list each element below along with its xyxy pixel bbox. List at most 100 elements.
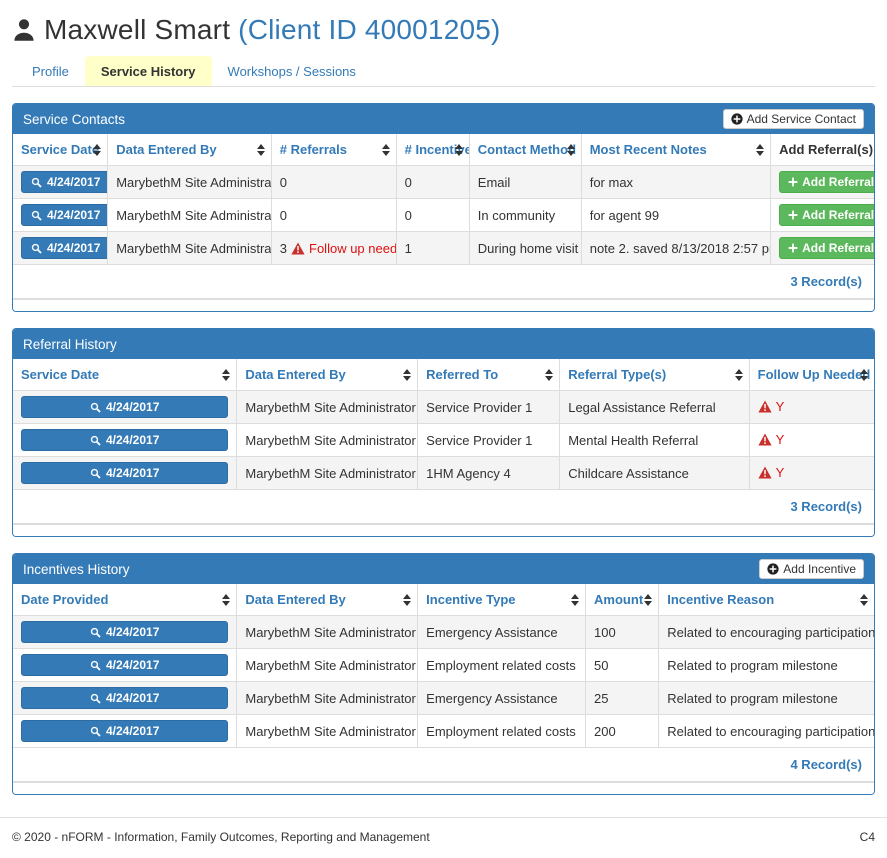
record-count: 3 Record(s) [13, 489, 874, 524]
col-label: Incentive Reason [667, 592, 775, 607]
referral-types: Legal Assistance Referral [559, 390, 750, 424]
col-service-date[interactable]: Service Date [13, 359, 238, 391]
incentives-history-title: Incentives History [23, 561, 130, 577]
sort-icon[interactable] [545, 368, 554, 381]
entered-by: MarybethM Site Administrator [236, 681, 419, 715]
tab-profile[interactable]: Profile [32, 64, 69, 79]
sort-icon[interactable] [403, 593, 412, 606]
col-data-entered-by[interactable]: Data Entered By [236, 359, 419, 391]
col-most-recent-notes[interactable]: Most Recent Notes [580, 134, 772, 166]
view-service-date-button[interactable]: 4/24/2017 [21, 171, 107, 193]
panel-bottom-padding [13, 524, 874, 536]
incentive-type: Emergency Assistance [417, 615, 587, 649]
col-service-date[interactable]: Service Date [13, 134, 109, 166]
date-provided: 4/24/2017 [105, 658, 160, 672]
view-referral-date-button[interactable]: 4/24/2017 [21, 462, 229, 484]
tab-bar: Profile Service History Workshops / Sess… [12, 56, 875, 87]
sort-icon[interactable] [256, 143, 265, 156]
col-num-referrals[interactable]: # Referrals [270, 134, 397, 166]
sort-icon[interactable] [734, 368, 743, 381]
add-referral-button[interactable]: Add Referral [779, 171, 874, 193]
record-count: 4 Record(s) [13, 747, 874, 782]
incentive-reason: Related to program milestone [658, 681, 874, 715]
sort-icon[interactable] [756, 143, 765, 156]
col-data-entered-by[interactable]: Data Entered By [107, 134, 272, 166]
view-incentive-date-button[interactable]: 4/24/2017 [21, 720, 229, 742]
add-referral-label: Add Referral [802, 208, 874, 222]
col-label: Incentive Type [426, 592, 516, 607]
sort-icon[interactable] [860, 593, 868, 606]
sort-icon[interactable] [93, 143, 102, 156]
col-label: Referred To [426, 367, 499, 382]
entered-by: MarybethM Site Administrator [107, 231, 272, 265]
view-incentive-date-button[interactable]: 4/24/2017 [21, 621, 229, 643]
col-label: Follow Up Needed [757, 367, 871, 382]
entered-by: MarybethM Site Administrator [236, 423, 419, 457]
incentive-count: 1 [395, 231, 470, 265]
table-row: 4/24/2017 MarybethM Site Administrator 1… [13, 456, 874, 490]
referred-to: Service Provider 1 [417, 423, 561, 457]
col-follow-up-needed[interactable]: Follow Up Needed [748, 359, 874, 391]
view-incentive-date-button[interactable]: 4/24/2017 [21, 687, 229, 709]
view-service-date-button[interactable]: 4/24/2017 [21, 237, 107, 259]
add-incentive-button[interactable]: Add Incentive [759, 559, 864, 579]
add-referral-label: Add Referral [802, 175, 874, 189]
sort-icon[interactable] [644, 593, 653, 606]
view-referral-date-button[interactable]: 4/24/2017 [21, 429, 229, 451]
sort-icon[interactable] [860, 368, 868, 381]
table-row: 4/24/2017 MarybethM Site Administrator 0… [13, 198, 874, 232]
sort-icon[interactable] [571, 593, 580, 606]
incentives-history-heading: Incentives History Add Incentive [13, 554, 874, 584]
warning-icon [291, 242, 305, 255]
panel-bottom-padding [13, 299, 874, 311]
entered-by: MarybethM Site Administrator [236, 456, 419, 490]
referral-count: 0 [270, 165, 397, 199]
sort-icon[interactable] [403, 368, 412, 381]
version-label: C4 [859, 830, 875, 844]
col-incentive-type[interactable]: Incentive Type [417, 584, 587, 616]
copyright-text: © 2020 - nFORM - Information, Family Out… [12, 830, 430, 844]
contact-method: Email [468, 165, 582, 199]
entered-by: MarybethM Site Administrator [107, 165, 272, 199]
col-contact-method[interactable]: Contact Method [468, 134, 582, 166]
referred-to: Service Provider 1 [417, 390, 561, 424]
view-referral-date-button[interactable]: 4/24/2017 [21, 396, 229, 418]
col-add-referrals: Add Referral(s) [770, 134, 874, 166]
referral-history-panel: Referral History Service Date Data Enter… [12, 328, 875, 537]
sort-icon[interactable] [566, 143, 575, 156]
incentives-history-table: Date Provided Data Entered By Incentive … [13, 584, 874, 782]
sort-icon[interactable] [222, 593, 231, 606]
table-row: 4/24/2017 MarybethM Site Administrator E… [13, 681, 874, 715]
col-num-incentives[interactable]: # Incentives [395, 134, 470, 166]
add-service-contact-button[interactable]: Add Service Contact [722, 109, 864, 129]
col-incentive-reason[interactable]: Incentive Reason [658, 584, 874, 616]
entered-by: MarybethM Site Administrator [236, 648, 419, 682]
col-referral-types[interactable]: Referral Type(s) [559, 359, 750, 391]
panel-bottom-padding [13, 782, 874, 794]
col-data-entered-by[interactable]: Data Entered By [236, 584, 419, 616]
sort-icon[interactable] [454, 143, 463, 156]
view-service-date-button[interactable]: 4/24/2017 [21, 204, 107, 226]
incentive-count: 0 [395, 198, 470, 232]
table-row: 4/24/2017 MarybethM Site Administrator S… [13, 423, 874, 457]
plus-circle-icon [767, 563, 779, 575]
table-row: 4/24/2017 MarybethM Site Administrator E… [13, 714, 874, 748]
sort-icon[interactable] [381, 143, 390, 156]
view-incentive-date-button[interactable]: 4/24/2017 [21, 654, 229, 676]
tab-workshops-sessions[interactable]: Workshops / Sessions [227, 64, 356, 79]
page-container: Maxwell Smart (Client ID 40001205) Profi… [12, 14, 875, 795]
col-amount[interactable]: Amount [585, 584, 660, 616]
col-label: Data Entered By [116, 142, 217, 157]
referral-history-heading: Referral History [13, 329, 874, 359]
tab-service-history[interactable]: Service History [84, 56, 212, 86]
add-referral-button[interactable]: Add Referral [779, 237, 874, 259]
date-provided: 4/24/2017 [105, 625, 160, 639]
sort-icon[interactable] [222, 368, 231, 381]
add-referral-button[interactable]: Add Referral [779, 204, 874, 226]
referral-types: Childcare Assistance [559, 456, 750, 490]
col-label: # Incentives [404, 142, 469, 157]
col-referred-to[interactable]: Referred To [417, 359, 561, 391]
col-label: Service Date [21, 367, 100, 382]
service-date: 4/24/2017 [47, 241, 101, 255]
col-date-provided[interactable]: Date Provided [13, 584, 238, 616]
